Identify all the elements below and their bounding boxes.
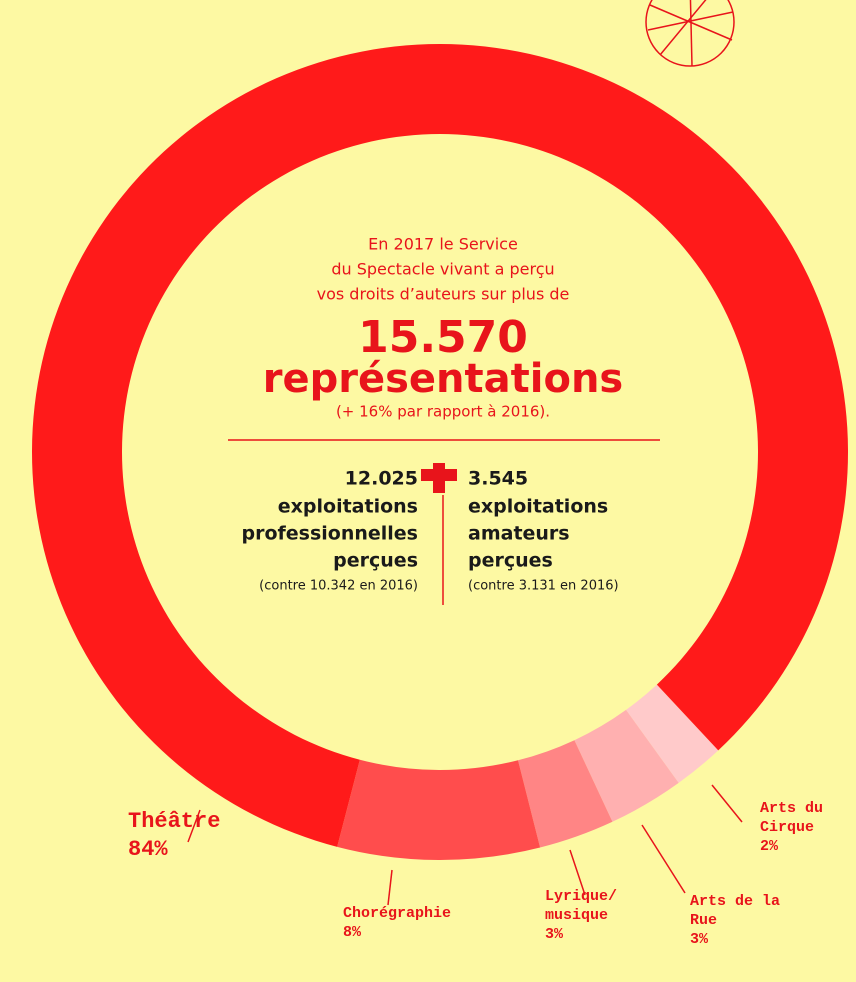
slice-label: Théâtre 84% <box>128 808 268 863</box>
count-label: exploitations <box>278 496 418 518</box>
intro-line: du Spectacle vivant a perçu <box>331 260 554 279</box>
count-label: exploitations <box>468 496 608 518</box>
count-label: perçues <box>333 550 418 572</box>
category-name: Théâtre <box>128 809 221 834</box>
slice-label: Arts de la Rue 3% <box>690 893 780 949</box>
total: 15.570 <box>358 312 528 363</box>
value-label: 3% <box>690 930 709 948</box>
plus-sign <box>421 463 457 493</box>
leader-line <box>711 784 743 823</box>
comparison: (+ 16% par rapport à 2016). <box>336 403 550 421</box>
count: 12.025 <box>345 468 418 490</box>
slice-label: Lyrique/ musique 3% <box>545 888 645 944</box>
count-label: professionnelles <box>241 523 418 545</box>
value-label: 84% <box>128 836 168 862</box>
category-name: Arts du Cirque <box>760 800 824 836</box>
leader-line <box>641 824 686 894</box>
count-label: amateurs <box>468 523 570 545</box>
count-note: (contre 10.342 en 2016) <box>259 579 418 594</box>
donut-slice <box>574 709 679 822</box>
donut-slice <box>626 684 719 783</box>
category-name: Lyrique/ musique <box>545 888 618 924</box>
intro-line: vos droits d’auteurs sur plus de <box>317 285 570 304</box>
category-name: Arts de la Rue <box>690 893 781 929</box>
leader-line <box>387 869 393 906</box>
donut-slice <box>337 759 541 860</box>
category-name: Chorégraphie <box>343 905 452 922</box>
count-label: perçues <box>468 550 553 572</box>
donut-slice <box>32 44 849 847</box>
unit: représentations <box>263 356 623 402</box>
donut-slice <box>518 740 613 848</box>
decoration <box>645 0 735 67</box>
value-label: 3% <box>545 925 564 943</box>
leader-line <box>187 809 201 843</box>
value-label: 2% <box>760 837 779 855</box>
slice-label: Chorégraphie 8% <box>343 905 503 943</box>
value-label: 8% <box>343 923 362 941</box>
slice-label: Arts du Cirque 2% <box>760 800 850 856</box>
intro-line: En 2017 le Service <box>368 235 518 254</box>
count: 3.545 <box>468 468 528 490</box>
count-note: (contre 3.131 en 2016) <box>468 579 619 594</box>
leader-line <box>569 849 586 896</box>
